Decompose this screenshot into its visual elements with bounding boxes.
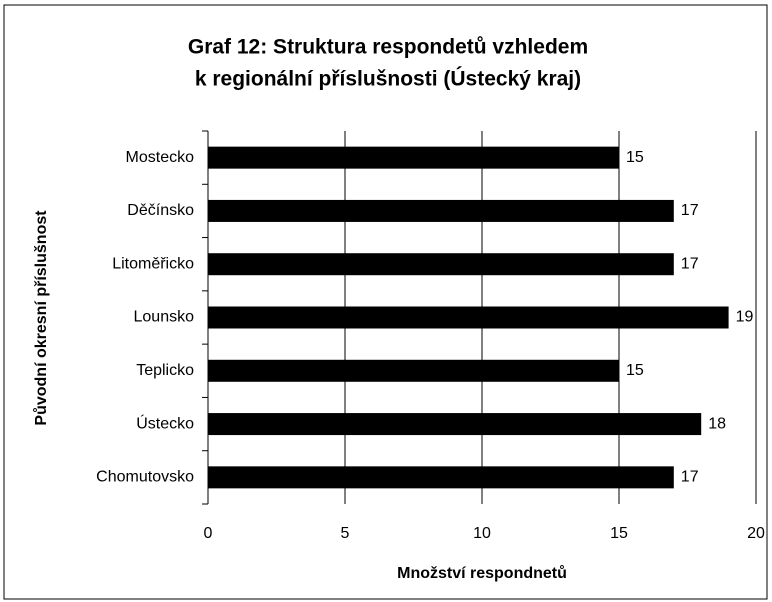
data-label: 19 <box>736 309 754 326</box>
data-label: 18 <box>708 415 726 432</box>
data-label: 17 <box>681 202 699 219</box>
data-label: 15 <box>626 149 644 166</box>
x-tick-label: 0 <box>204 525 213 542</box>
y-tick-label: Teplicko <box>136 362 194 379</box>
y-tick-label: Mostecko <box>126 149 195 166</box>
chart-title: k regionální příslušnosti (Ústecký kraj) <box>195 67 581 91</box>
data-label: 17 <box>681 255 699 272</box>
y-tick-label: Lounsko <box>134 309 195 326</box>
bar <box>208 146 619 169</box>
x-tick-label: 10 <box>473 525 491 542</box>
data-label: 17 <box>681 469 699 486</box>
x-axis-label: Množství respondnetů <box>397 565 567 582</box>
bar <box>208 466 674 489</box>
chart-frame <box>3 4 768 600</box>
bar <box>208 413 702 436</box>
y-axis-label: Původní okresní příslušnost <box>33 210 50 426</box>
x-tick-label: 20 <box>747 525 765 542</box>
y-tick-label: Děčínsko <box>127 202 194 219</box>
bar <box>208 199 674 222</box>
bar <box>208 359 619 382</box>
bar <box>208 306 729 329</box>
x-tick-label: 5 <box>341 525 350 542</box>
y-tick-label: Chomutovsko <box>96 469 194 486</box>
y-tick-label: Ústecko <box>136 413 194 432</box>
x-tick-label: 15 <box>610 525 628 542</box>
data-label: 15 <box>626 362 644 379</box>
y-tick-label: Litoměřicko <box>112 255 194 272</box>
bar <box>208 253 674 276</box>
chart-title: Graf 12: Struktura respondetů vzhledem <box>188 36 588 59</box>
